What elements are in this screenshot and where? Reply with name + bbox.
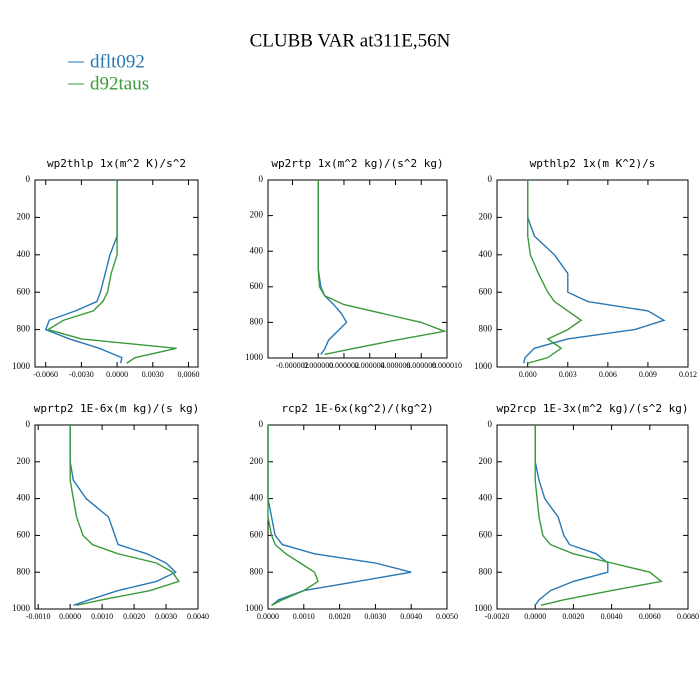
x-tick-label: 0.0040 — [187, 612, 209, 621]
plot-frame — [267, 179, 448, 359]
series-line — [267, 425, 319, 606]
x-tick-label: 0.0030 — [142, 370, 164, 379]
x-tick-label: 0.0010 — [293, 612, 315, 621]
x-tick-label: 0.000004 — [355, 361, 385, 370]
x-tick-label: 0.0020 — [562, 612, 584, 621]
series-line — [69, 425, 177, 606]
series-line — [534, 425, 609, 606]
x-tick-label: 0.0000 — [257, 612, 279, 621]
x-tick-label: 0.006 — [599, 370, 617, 379]
series-line — [527, 180, 583, 364]
y-tick-label: 600 — [250, 281, 264, 291]
y-tick-label: 0 — [259, 419, 264, 429]
y-tick-label: 400 — [17, 493, 31, 503]
y-tick-label: 1000 — [12, 603, 31, 613]
x-tick-label: 0.000006 — [380, 361, 410, 370]
x-tick-label: 0.0000 — [524, 612, 546, 621]
x-tick-label: 0.0040 — [601, 612, 623, 621]
series-line — [44, 180, 123, 364]
y-tick-label: 1000 — [12, 361, 31, 371]
x-tick-label: 0.0060 — [639, 612, 661, 621]
y-tick-label: 800 — [479, 324, 493, 334]
x-tick-label: -0.0020 — [485, 612, 510, 621]
x-tick-label: 0.012 — [679, 370, 697, 379]
y-tick-label: 800 — [17, 324, 31, 334]
x-tick-label: 0.003 — [559, 370, 577, 379]
x-tick-label: 0.009 — [639, 370, 657, 379]
panel-title: wp2rcp 1E-3x(m^2 kg)/(s^2 kg) — [496, 402, 688, 415]
y-tick-label: 400 — [17, 249, 31, 259]
y-tick-label: 800 — [17, 566, 31, 576]
x-tick-label: -0.0030 — [69, 370, 94, 379]
x-tick-label: 0.0000 — [106, 370, 128, 379]
series-line — [69, 425, 180, 607]
y-tick-label: 1000 — [245, 352, 264, 362]
plot-frame — [496, 424, 689, 610]
y-tick-label: 0 — [26, 174, 31, 184]
series-line — [534, 425, 663, 607]
y-tick-label: 800 — [250, 316, 264, 326]
y-tick-label: 200 — [17, 211, 31, 221]
x-tick-label: 0.0080 — [677, 612, 699, 621]
page-title: CLUBB VAR at311E,56N — [250, 30, 451, 51]
series-line — [523, 180, 666, 364]
x-tick-label: 0.0040 — [400, 612, 422, 621]
panel-title: wp2rtp 1x(m^2 kg)/(s^2 kg) — [271, 157, 443, 170]
x-tick-label: 0.000 — [519, 370, 537, 379]
series-line — [317, 180, 448, 356]
y-tick-label: 400 — [250, 245, 264, 255]
plot-frame — [496, 179, 689, 368]
x-tick-label: 0.0030 — [364, 612, 386, 621]
y-tick-label: 200 — [479, 211, 493, 221]
series-line — [267, 425, 412, 606]
x-tick-label: 0.000010 — [432, 361, 462, 370]
y-tick-label: 200 — [250, 456, 264, 466]
y-tick-label: 200 — [17, 456, 31, 466]
y-tick-label: 400 — [479, 249, 493, 259]
x-tick-label: 0.0010 — [91, 612, 113, 621]
y-tick-label: 1000 — [474, 603, 493, 613]
x-tick-label: 0.0060 — [177, 370, 199, 379]
y-tick-label: 0 — [488, 419, 493, 429]
series-line — [317, 180, 348, 355]
y-tick-label: 600 — [17, 529, 31, 539]
x-tick-label: 0.0030 — [155, 612, 177, 621]
y-tick-label: 1000 — [245, 603, 264, 613]
legend-label: dflt092 — [90, 51, 145, 72]
plot-frame — [34, 424, 199, 610]
x-tick-label: 0.0050 — [436, 612, 458, 621]
x-tick-label: 0.000008 — [406, 361, 436, 370]
y-tick-label: 1000 — [474, 361, 493, 371]
panel-title: wpthlp2 1x(m K^2)/s — [530, 157, 656, 170]
y-tick-label: 600 — [479, 529, 493, 539]
y-tick-label: 600 — [479, 286, 493, 296]
y-tick-label: 400 — [479, 493, 493, 503]
y-tick-label: 400 — [250, 493, 264, 503]
y-tick-label: 0 — [488, 174, 493, 184]
panel-title: rcp2 1E-6x(kg^2)/(kg^2) — [281, 402, 433, 415]
y-tick-label: 800 — [479, 566, 493, 576]
x-tick-label: -0.0010 — [26, 612, 51, 621]
x-tick-label: -0.0060 — [33, 370, 58, 379]
y-tick-label: 0 — [26, 419, 31, 429]
y-tick-label: 200 — [250, 210, 264, 220]
legend-label: d92taus — [90, 73, 149, 94]
x-tick-label: -0.000002 — [276, 361, 309, 370]
panel-title: wprtp2 1E-6x(m kg)/(s kg) — [34, 402, 200, 415]
x-tick-label: 0.0020 — [123, 612, 145, 621]
y-tick-label: 0 — [259, 174, 264, 184]
panel-title: wp2thlp 1x(m^2 K)/s^2 — [47, 157, 186, 170]
y-tick-label: 600 — [250, 529, 264, 539]
y-tick-label: 600 — [17, 286, 31, 296]
x-tick-label: 0.0020 — [329, 612, 351, 621]
y-tick-label: 800 — [250, 566, 264, 576]
x-tick-label: 0.0000 — [59, 612, 81, 621]
x-tick-label: 0.000002 — [329, 361, 359, 370]
y-tick-label: 200 — [479, 456, 493, 466]
x-tick-label: 0.000000 — [303, 361, 333, 370]
series-line — [46, 180, 177, 364]
